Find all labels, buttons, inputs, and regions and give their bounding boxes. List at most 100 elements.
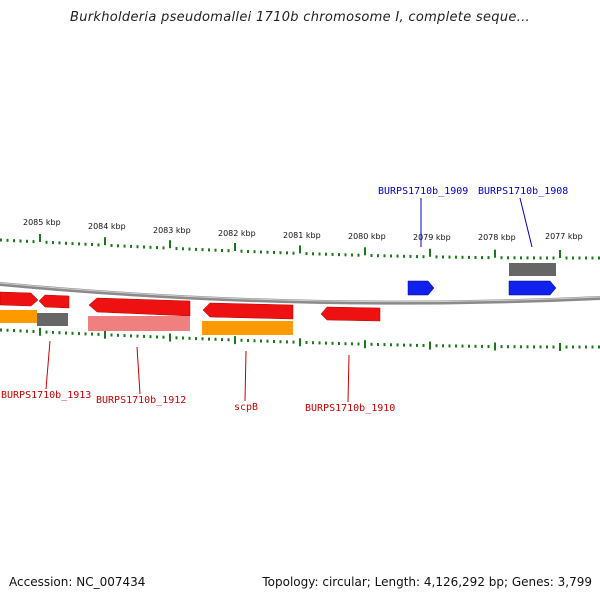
minor-tick <box>390 343 392 347</box>
minor-tick <box>91 332 93 336</box>
gene-arrow[interactable] <box>38 294 70 309</box>
minor-tick <box>481 256 483 260</box>
genome-summary-text: Topology: circular; Length: 4,126,292 bp… <box>262 575 592 589</box>
accession-text: Accession: NC_007434 <box>9 575 146 589</box>
minor-tick <box>533 256 535 260</box>
minor-tick <box>598 256 600 260</box>
gene-arrow[interactable] <box>320 306 381 322</box>
gene-label[interactable]: BURPS1710b_1910 <box>305 403 395 414</box>
minor-tick <box>305 341 308 344</box>
minor-tick <box>247 250 249 253</box>
minor-tick <box>58 331 61 335</box>
minor-tick <box>162 335 165 339</box>
gene-label[interactable]: BURPS1710b_1912 <box>96 395 186 406</box>
kbp-label: 2082 kbp <box>218 229 256 238</box>
minor-tick <box>318 252 321 256</box>
minor-tick <box>500 345 503 349</box>
major-tick <box>299 245 301 254</box>
major-tick <box>429 248 431 257</box>
minor-tick <box>214 248 217 252</box>
gene-label[interactable]: BURPS1710b_1909 <box>378 186 468 197</box>
gene-label[interactable]: BURPS1710b_1913 <box>1 390 91 401</box>
minor-tick <box>305 252 308 256</box>
minor-tick <box>461 344 464 348</box>
major-tick <box>559 343 561 351</box>
minor-tick <box>6 328 9 332</box>
minor-tick <box>403 343 405 347</box>
minor-tick <box>286 340 288 344</box>
minor-tick <box>52 330 54 334</box>
minor-tick <box>357 253 360 257</box>
minor-tick <box>19 329 22 333</box>
minor-tick <box>325 341 327 345</box>
minor-tick <box>71 242 74 246</box>
minor-tick <box>6 238 9 242</box>
grey-feature[interactable] <box>509 263 556 276</box>
minor-tick <box>422 255 425 259</box>
major-tick <box>39 327 41 336</box>
minor-tick <box>117 244 119 248</box>
major-tick <box>169 240 171 249</box>
minor-tick <box>201 337 204 341</box>
minor-tick <box>273 340 275 343</box>
minor-tick <box>45 240 48 244</box>
minor-tick <box>97 243 100 247</box>
minor-tick <box>546 345 548 349</box>
minor-tick <box>468 255 470 259</box>
minor-tick <box>351 342 353 346</box>
minor-tick <box>513 345 516 349</box>
minor-tick <box>292 251 295 255</box>
minor-tick <box>286 251 288 255</box>
gene-arrow[interactable] <box>407 280 435 296</box>
major-tick <box>234 243 236 251</box>
minor-tick <box>370 342 373 346</box>
minor-tick <box>461 255 464 259</box>
minor-tick <box>65 241 67 245</box>
minor-tick <box>201 248 204 252</box>
gene-arrow[interactable] <box>202 302 294 320</box>
minor-tick <box>585 256 587 260</box>
minor-tick <box>19 239 22 243</box>
label-leader <box>519 197 533 248</box>
minor-tick <box>416 343 418 347</box>
gene-label[interactable]: scpB <box>234 402 258 413</box>
grey-feature[interactable] <box>37 313 68 326</box>
minor-tick <box>500 256 503 260</box>
minor-tick <box>123 244 126 248</box>
minor-tick <box>227 249 230 253</box>
gene-arrow[interactable] <box>88 297 191 317</box>
major-tick <box>169 333 171 342</box>
minor-tick <box>84 332 87 336</box>
major-tick <box>364 247 366 256</box>
cds-feature[interactable] <box>0 310 37 323</box>
minor-tick <box>162 246 165 250</box>
minor-tick <box>97 332 100 336</box>
minor-tick <box>26 329 28 333</box>
minor-tick <box>266 250 269 254</box>
major-tick <box>429 341 431 350</box>
cds-feature[interactable] <box>202 321 293 335</box>
minor-tick <box>552 256 555 260</box>
minor-tick <box>507 345 509 349</box>
gene-arrow[interactable] <box>508 280 557 296</box>
minor-tick <box>221 249 223 252</box>
gene-label[interactable]: BURPS1710b_1908 <box>478 186 568 197</box>
gene-arrow[interactable] <box>0 291 39 307</box>
minor-tick <box>279 340 282 344</box>
kbp-label: 2079 kbp <box>413 233 451 242</box>
pseudo-feature[interactable] <box>88 316 190 331</box>
minor-tick <box>435 344 438 348</box>
minor-tick <box>71 331 74 335</box>
minor-tick <box>143 334 145 338</box>
minor-tick <box>0 238 2 242</box>
minor-tick <box>513 256 516 260</box>
minor-tick <box>260 250 262 254</box>
minor-tick <box>273 251 275 254</box>
label-leader <box>136 346 141 395</box>
upper-tick-track <box>0 234 600 260</box>
minor-tick <box>370 254 373 257</box>
minor-tick <box>552 345 555 349</box>
minor-tick <box>32 240 35 244</box>
minor-tick <box>344 253 347 257</box>
